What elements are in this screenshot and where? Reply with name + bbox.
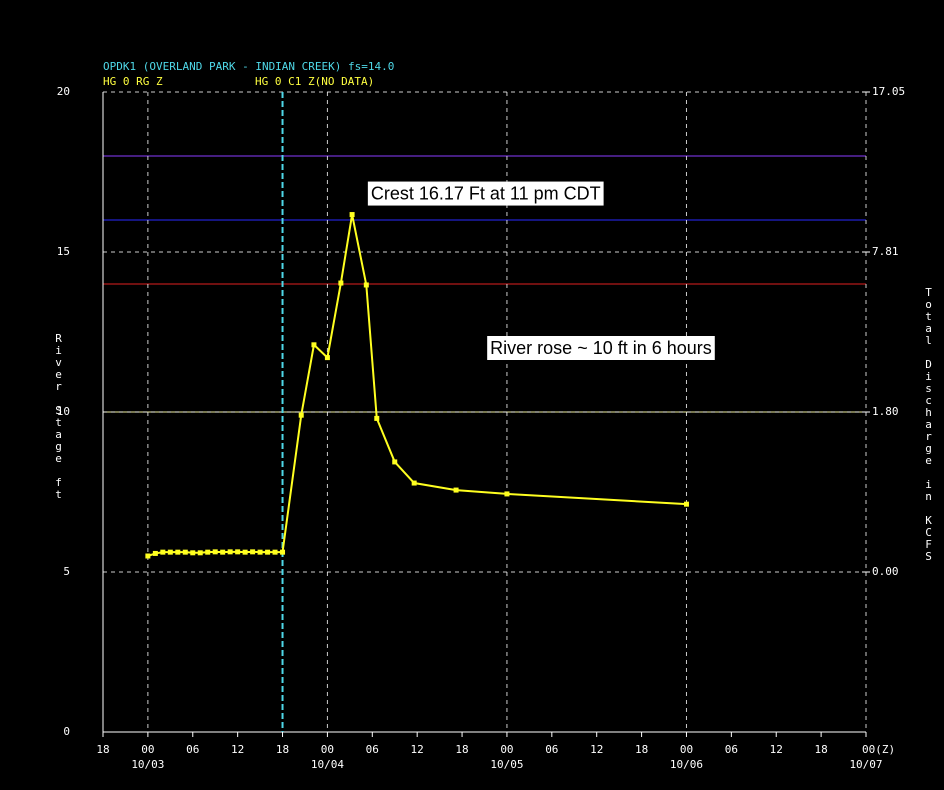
data-point [411, 480, 417, 486]
series-line [147, 214, 687, 557]
data-point [227, 549, 233, 555]
y2-tick-label: 17.05 [872, 85, 905, 98]
data-point [453, 487, 459, 493]
x-tick-label: 00 [680, 743, 693, 756]
data-point [363, 282, 369, 288]
x-date-label: 10/07 [849, 758, 882, 771]
x-tick-label: 18 [814, 743, 827, 756]
data-point [280, 549, 286, 555]
data-point [167, 549, 173, 555]
data-point [683, 501, 689, 507]
y2-tick-label: 0.00 [872, 565, 899, 578]
annotation-box [487, 336, 715, 360]
y-tick-label: 20 [57, 85, 70, 98]
data-point [257, 549, 263, 555]
x-tick-label: 18 [276, 743, 289, 756]
x-tick-label: 18 [96, 743, 109, 756]
data-point [504, 491, 510, 497]
y2-tick-label: 7.81 [872, 245, 899, 258]
x-tick-label: 00 [141, 743, 154, 756]
y-tick-label: 5 [63, 565, 70, 578]
x-tick-label: 12 [770, 743, 783, 756]
data-point [175, 549, 181, 555]
x-tick-label: 00 [321, 743, 334, 756]
data-point [265, 549, 271, 555]
x-tick-label: 12 [231, 743, 244, 756]
x-tick-label: 12 [411, 743, 424, 756]
data-point [250, 549, 256, 555]
x-tick-label: 00 [500, 743, 513, 756]
chart-title: OPDK1 (OVERLAND PARK - INDIAN CREEK) fs=… [103, 60, 394, 73]
data-point [220, 549, 226, 555]
x-tick-label: 06 [186, 743, 199, 756]
x-tick-label: 12 [590, 743, 603, 756]
data-point [392, 459, 398, 465]
annotation: River rose ~ 10 ft in 6 hours [490, 338, 712, 358]
x-date-label: 10/04 [311, 758, 344, 771]
data-point [235, 549, 241, 555]
data-point [160, 549, 166, 555]
x-tick-label: 00(Z) [862, 743, 895, 756]
data-point [205, 549, 211, 555]
data-point [324, 355, 330, 361]
data-point [338, 280, 344, 286]
x-tick-label: 06 [545, 743, 558, 756]
series-label: HG 0 C1 Z(NO DATA) [255, 75, 374, 88]
y-tick-label: 15 [57, 245, 70, 258]
y2-tick-label: 1.80 [872, 405, 899, 418]
data-point [197, 550, 203, 556]
data-point [182, 549, 188, 555]
data-point [145, 553, 151, 559]
x-date-label: 10/05 [490, 758, 523, 771]
data-point [190, 550, 196, 556]
data-point [298, 412, 304, 418]
x-tick-label: 06 [366, 743, 379, 756]
series-label: HG 0 RG Z [103, 75, 163, 88]
annotation: Crest 16.17 Ft at 11 pm CDT [371, 183, 601, 203]
x-date-label: 10/03 [131, 758, 164, 771]
x-tick-label: 18 [635, 743, 648, 756]
data-point [212, 549, 218, 555]
x-tick-label: 06 [725, 743, 738, 756]
data-point [242, 549, 248, 555]
x-date-label: 10/06 [670, 758, 703, 771]
y-tick-label: 10 [57, 405, 70, 418]
y-tick-label: 0 [63, 725, 70, 738]
data-point [272, 549, 278, 555]
annotation-box [367, 181, 604, 206]
data-point [311, 342, 317, 348]
y2-axis-label: Total Discharge in KCFS [922, 286, 935, 562]
data-point [374, 415, 380, 421]
y-axis-label: River Stage ft [52, 332, 65, 500]
data-point [349, 212, 355, 218]
x-tick-label: 18 [455, 743, 468, 756]
data-point [152, 550, 158, 556]
